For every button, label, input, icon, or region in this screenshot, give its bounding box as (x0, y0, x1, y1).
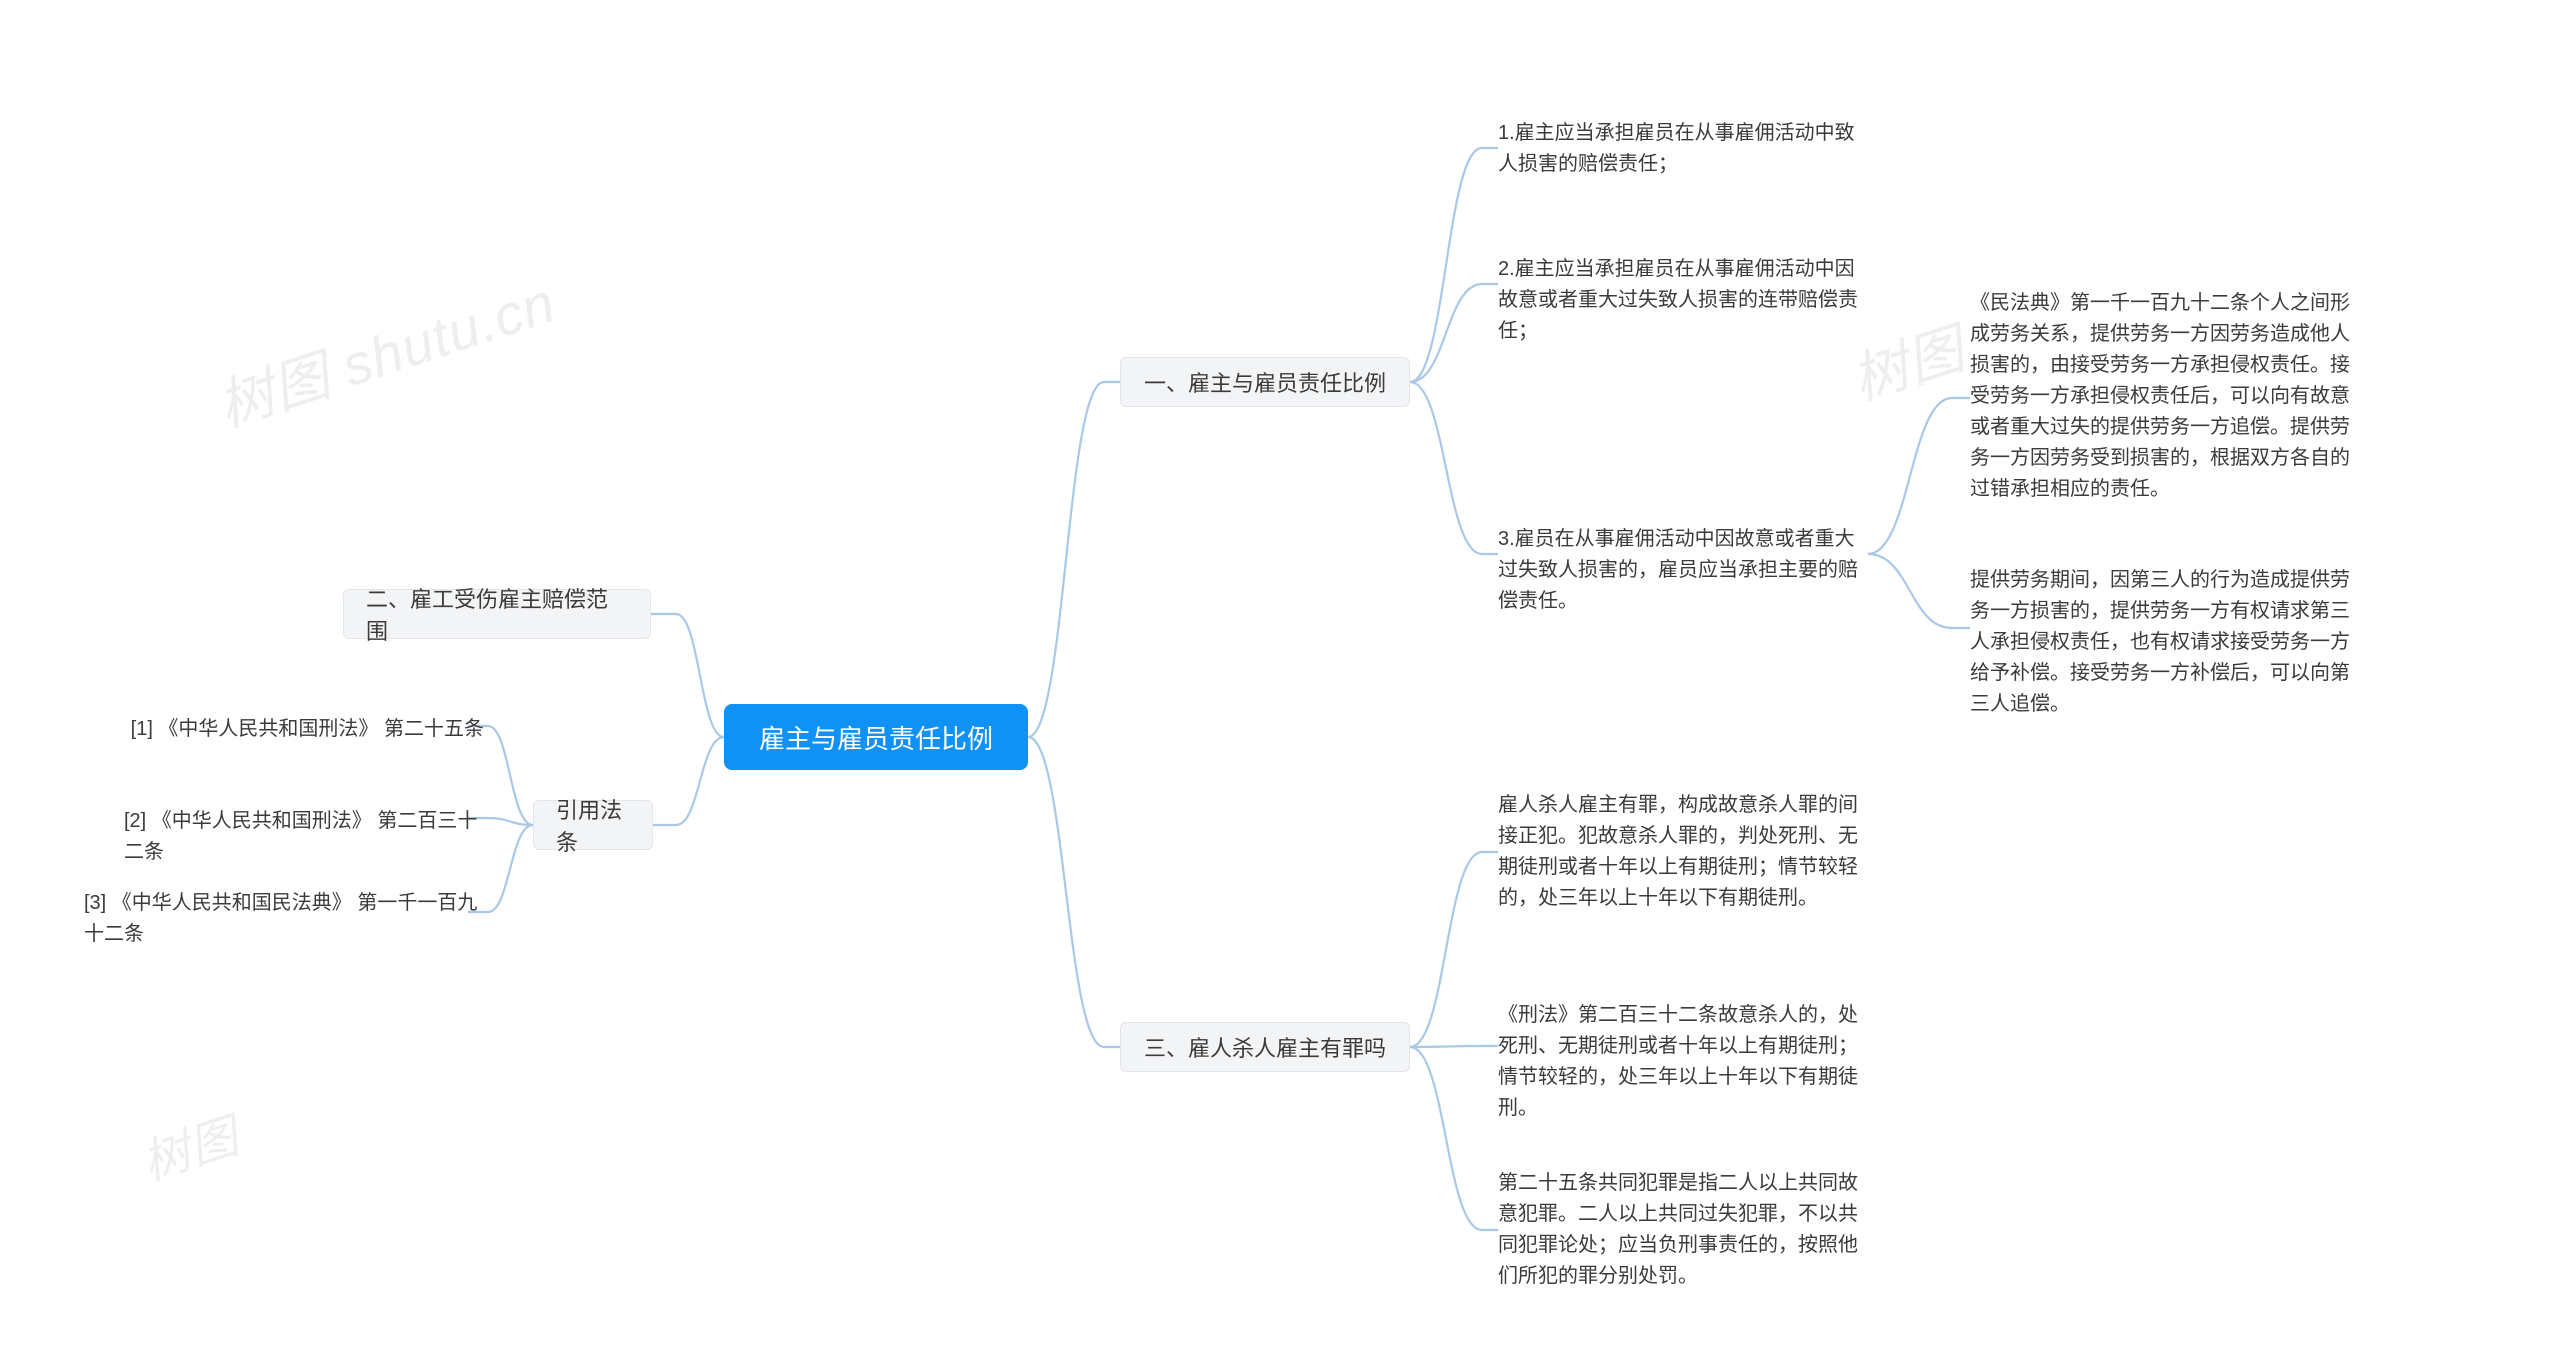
b1-item-2: 3.雇员在从事雇佣活动中因故意或者重大过失致人损害的，雇员应当承担主要的赔偿责任… (1498, 524, 1868, 617)
b3-item-0: 雇人杀人雇主有罪，构成故意杀人罪的间接正犯。犯故意杀人罪的，判处死刑、无期徒刑或… (1498, 790, 1868, 914)
ref-item-2-text: [3] 《中华人民共和国民法典》 第一千一百九十二条 (84, 888, 484, 950)
b1-item-1-text: 2.雇主应当承担雇员在从事雇佣活动中因故意或者重大过失致人损害的连带赔偿责任； (1498, 254, 1858, 347)
b3-item-0-text: 雇人杀人雇主有罪，构成故意杀人罪的间接正犯。犯故意杀人罪的，判处死刑、无期徒刑或… (1498, 790, 1858, 914)
branch-1-label: 一、雇主与雇员责任比例 (1144, 366, 1386, 398)
b1-item-0: 1.雇主应当承担雇员在从事雇佣活动中致人损害的赔偿责任； (1498, 118, 1868, 180)
b1-item-2-text: 3.雇员在从事雇佣活动中因故意或者重大过失致人损害的，雇员应当承担主要的赔偿责任… (1498, 524, 1858, 617)
b1-sub-1: 提供劳务期间，因第三人的行为造成提供劳务一方损害的，提供劳务一方有权请求第三人承… (1970, 565, 2350, 720)
ref-item-2: [3] 《中华人民共和国民法典》 第一千一百九十二条 (84, 888, 484, 950)
watermark-3: 树图 (132, 1097, 247, 1194)
branch-ref-label: 引用法条 (556, 793, 630, 857)
ref-item-1: [2] 《中华人民共和国刑法》 第二百三十二条 (84, 806, 484, 868)
b1-sub-0-text: 《民法典》第一千一百九十二条个人之间形成劳务关系，提供劳务一方因劳务造成他人损害… (1970, 288, 2350, 505)
b1-sub-1-text: 提供劳务期间，因第三人的行为造成提供劳务一方损害的，提供劳务一方有权请求第三人承… (1970, 565, 2350, 720)
branch-ref: 引用法条 (533, 800, 653, 850)
branch-2-label: 二、雇工受伤雇主赔偿范围 (366, 582, 628, 646)
root-node: 雇主与雇员责任比例 (724, 704, 1028, 770)
b1-item-1: 2.雇主应当承担雇员在从事雇佣活动中因故意或者重大过失致人损害的连带赔偿责任； (1498, 254, 1868, 347)
branch-2: 二、雇工受伤雇主赔偿范围 (343, 589, 651, 639)
b3-item-2: 第二十五条共同犯罪是指二人以上共同故意犯罪。二人以上共同过失犯罪，不以共同犯罪论… (1498, 1168, 1868, 1292)
b1-item-0-text: 1.雇主应当承担雇员在从事雇佣活动中致人损害的赔偿责任； (1498, 118, 1858, 180)
root-label: 雇主与雇员责任比例 (759, 719, 993, 756)
b1-sub-0: 《民法典》第一千一百九十二条个人之间形成劳务关系，提供劳务一方因劳务造成他人损害… (1970, 288, 2350, 505)
watermark-1: 树图 shutu.cn (206, 258, 564, 443)
b3-item-1: 《刑法》第二百三十二条故意杀人的，处死刑、无期徒刑或者十年以上有期徒刑；情节较轻… (1498, 1000, 1868, 1124)
b3-item-1-text: 《刑法》第二百三十二条故意杀人的，处死刑、无期徒刑或者十年以上有期徒刑；情节较轻… (1498, 1000, 1858, 1124)
ref-item-1-text: [2] 《中华人民共和国刑法》 第二百三十二条 (124, 806, 484, 868)
b3-item-2-text: 第二十五条共同犯罪是指二人以上共同故意犯罪。二人以上共同过失犯罪，不以共同犯罪论… (1498, 1168, 1858, 1292)
branch-1: 一、雇主与雇员责任比例 (1120, 357, 1410, 407)
ref-item-0-text: [1] 《中华人民共和国刑法》 第二十五条 (131, 714, 484, 745)
branch-3: 三、雇人杀人雇主有罪吗 (1120, 1022, 1410, 1072)
branch-3-label: 三、雇人杀人雇主有罪吗 (1144, 1031, 1386, 1063)
ref-item-0: [1] 《中华人民共和国刑法》 第二十五条 (104, 714, 484, 745)
